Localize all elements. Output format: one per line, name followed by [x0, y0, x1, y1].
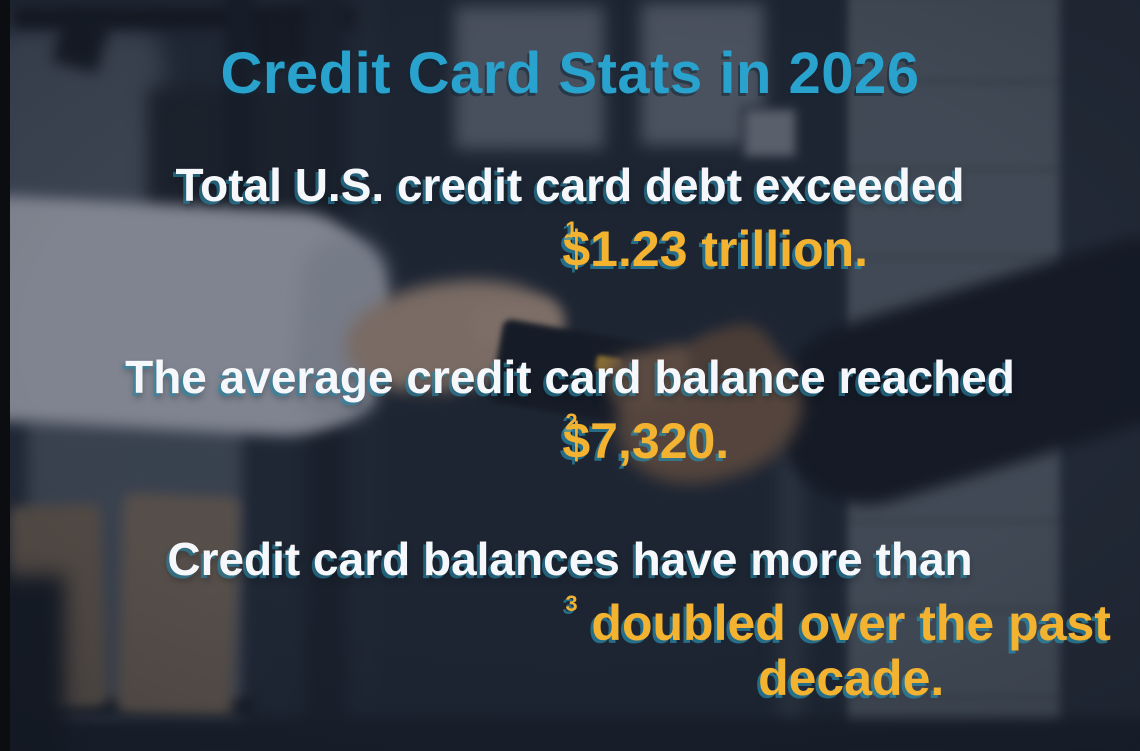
stat-2-lead: The average credit card balance reached [125, 351, 1015, 403]
stat-3-lead: Credit card balances have more than [167, 533, 973, 585]
footnote-marker-3: 3 [565, 591, 578, 617]
footnote-marker-2: 2 [565, 409, 578, 435]
left-edge-bar [0, 0, 10, 751]
stat-3-highlight-text: doubled over the past decade. [591, 595, 1111, 706]
stat-2-highlight-text: $7,320. [562, 413, 730, 469]
stat-1-highlight-text: $1.23 trillion. [562, 221, 869, 277]
stat-1-lead: Total U.S. credit card debt exceeded [175, 159, 965, 211]
stat-2-highlight: $7,320. 2 [0, 409, 1140, 469]
stat-3-highlight: doubled over the past decade. 3 [0, 591, 1140, 705]
stat-1-highlight: $1.23 trillion. 1 [0, 217, 1140, 277]
page-title: Credit Card Stats in 2026 [220, 41, 920, 106]
footnote-marker-1: 1 [565, 217, 578, 243]
